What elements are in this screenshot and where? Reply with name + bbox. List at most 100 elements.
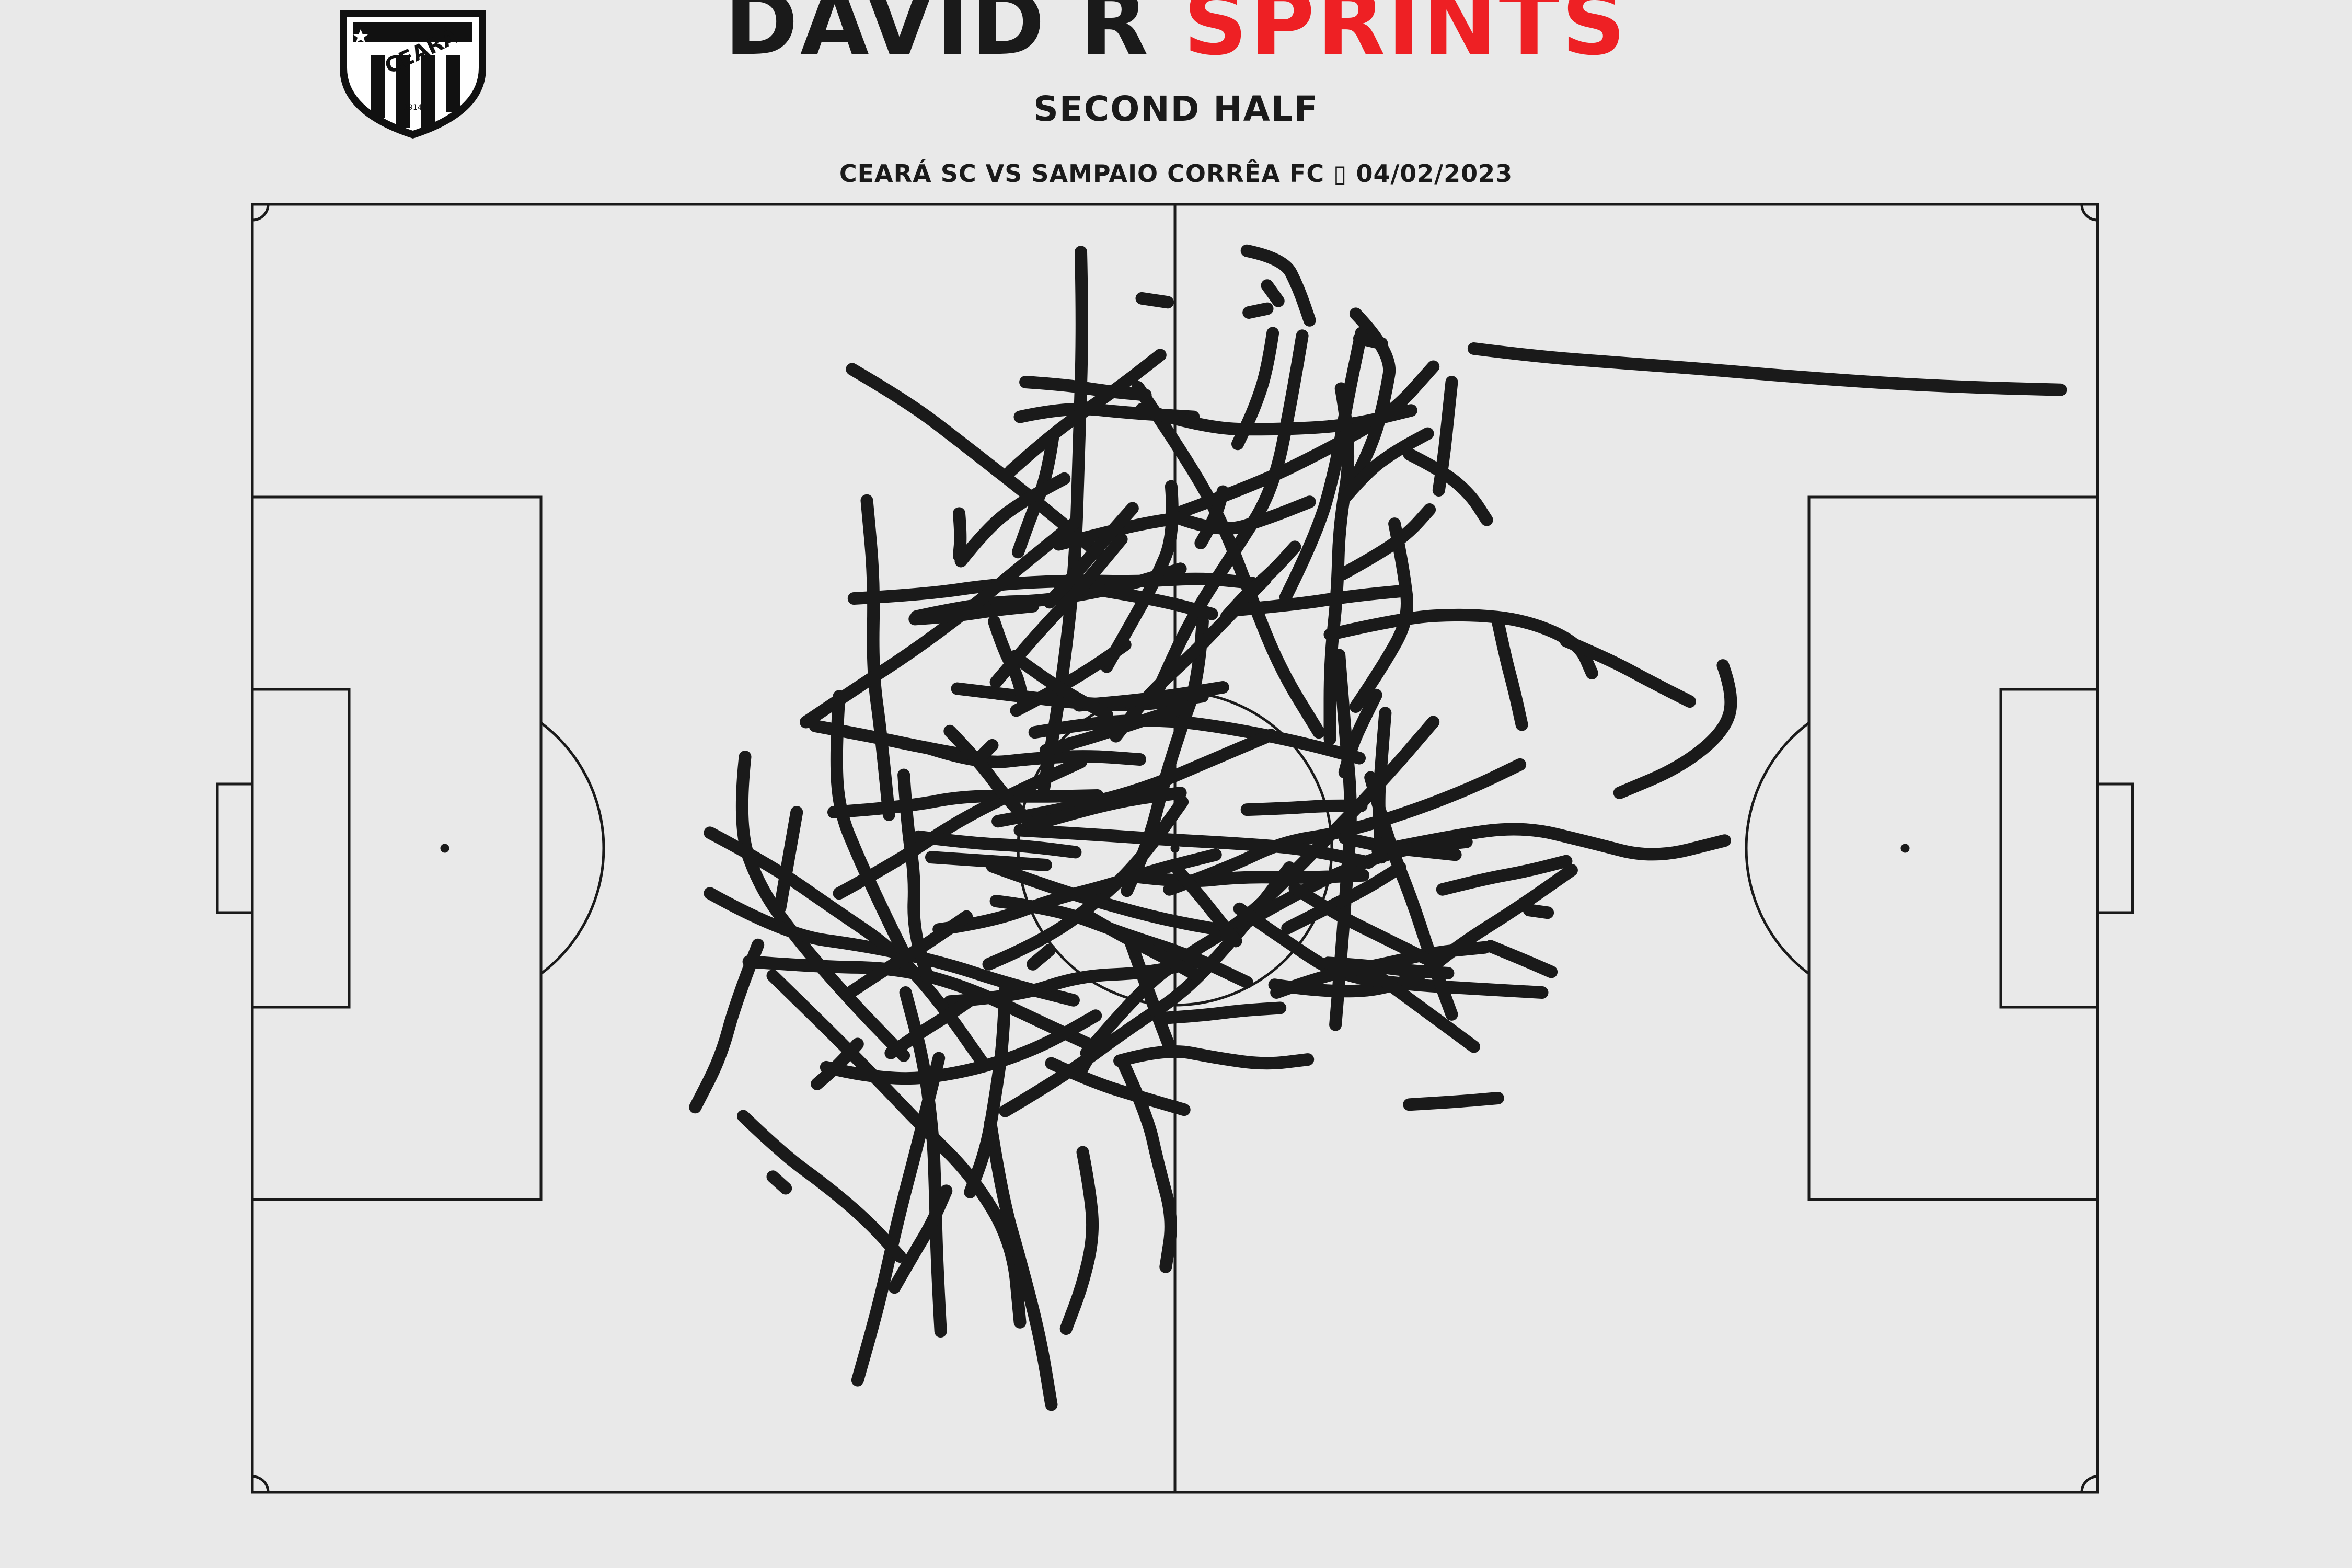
sprint-track-37	[704, 826, 989, 1070]
corner-arc-tl	[252, 204, 270, 222]
sprint-track-57	[964, 984, 1012, 1198]
sprint-track-30	[1121, 615, 1209, 897]
corner-arc-br	[2080, 1475, 2098, 1493]
sprint-track-117	[766, 1170, 792, 1195]
sprint-track-17	[1371, 823, 1731, 861]
sprint-track-88	[1073, 681, 1229, 712]
sprint-track-69	[1229, 584, 1412, 617]
sprint-track-38	[1279, 327, 1368, 604]
sprint-track-65	[809, 719, 989, 765]
left-penalty-spot	[440, 844, 449, 853]
sprint-track-93	[774, 806, 803, 914]
sprint-track-89	[888, 1184, 953, 1294]
sprint-track-3	[1037, 246, 1088, 794]
sprint-track-83	[1368, 967, 1480, 1053]
sprint-track-95	[1154, 1001, 1287, 1025]
right-penalty-arc	[1745, 722, 1810, 975]
corner-arc-tr	[2080, 204, 2098, 222]
sprint-track-116	[811, 1037, 864, 1090]
sprint-track-26	[1613, 659, 1737, 799]
right-penalty-area	[1807, 495, 2099, 1201]
sprint-track-100	[988, 615, 1030, 712]
sprint-track-47	[1323, 382, 1355, 745]
sprint-track-121	[1135, 292, 1174, 309]
pitch-markings	[216, 203, 2134, 1494]
sprint-track-64	[846, 910, 973, 998]
sprint-track-91	[1436, 855, 1573, 896]
sprint-track-111	[1484, 940, 1558, 978]
sprint-track-101	[1322, 956, 1455, 979]
sprint-track-60	[1117, 1057, 1177, 1273]
sprint-track-94	[908, 599, 1040, 626]
page-title: DAVID R SPRINTS	[0, 0, 2352, 68]
left-six-yard-box	[251, 688, 351, 1009]
sprint-track-97	[1240, 799, 1368, 816]
sprint-track-59	[737, 1110, 906, 1263]
sprint-track-16	[991, 729, 1277, 828]
sprint-track-49	[932, 848, 1222, 936]
sprint-track-61	[897, 768, 934, 985]
sprint-track-90	[1078, 907, 1204, 982]
sprint-track-123	[1523, 904, 1554, 919]
right-goal	[2096, 782, 2134, 914]
sprint-track-2	[846, 363, 1110, 564]
club-crest-logo: CEARÁ 1914	[340, 10, 486, 139]
sprint-track-34	[1059, 1146, 1099, 1335]
sprint-track-4	[860, 494, 895, 821]
sprint-track-107	[1242, 302, 1274, 319]
sprint-track-85	[1491, 615, 1528, 731]
sprint-track-32	[851, 1052, 946, 1387]
sprint-track-103	[1172, 865, 1242, 948]
sprint-track-84	[1043, 502, 1139, 609]
sprint-track-11	[735, 751, 910, 1062]
sprint-track-52	[1119, 869, 1370, 887]
sprint-track-81	[1560, 635, 1696, 708]
sprint-track-87	[1019, 376, 1152, 401]
sprint-track-92	[1089, 583, 1218, 620]
right-six-yard-box	[1999, 688, 2099, 1009]
sprint-track-102	[1220, 540, 1301, 623]
sprint-tracks	[689, 244, 2067, 1411]
sprint-track-20	[820, 1009, 1102, 1085]
sprint-track-113	[1338, 427, 1434, 504]
sprint-track-78	[1288, 882, 1431, 964]
sprint-track-31	[1194, 485, 1229, 549]
sprint-track-74	[1039, 700, 1193, 757]
sprint-track-27	[847, 572, 1259, 605]
sprint-track-46	[986, 860, 1239, 939]
sprint-track-41	[1013, 824, 1375, 869]
player-name: DAVID R	[724, 0, 1151, 75]
sprint-track-10	[1163, 758, 1527, 896]
match-info: CEARÁ SC VS SAMPAIO CORRÊA FC ▯ 04/02/20…	[839, 159, 1513, 188]
sprint-track-115	[953, 507, 967, 562]
sprint-track-50	[830, 690, 912, 963]
sprint-track-120	[1027, 943, 1056, 971]
sprint-track-67	[1113, 1045, 1315, 1070]
corner-arc-bl	[252, 1475, 270, 1493]
sprint-track-108	[1336, 503, 1436, 581]
sprint-track-73	[1432, 376, 1458, 497]
sprint-track-70	[1231, 327, 1279, 451]
sprint-track-12	[1028, 714, 1366, 765]
sprint-track-13	[1132, 381, 1325, 739]
sprint-track-76	[1281, 861, 1406, 935]
sprint-track-39	[827, 789, 1104, 818]
sprint-track-99	[1008, 650, 1113, 721]
left-penalty-arc	[540, 722, 605, 975]
sprint-track-96	[925, 851, 1052, 871]
sprint-track-98	[884, 988, 984, 1059]
sprint-track-106	[1261, 279, 1285, 307]
sprint-track-109	[1338, 688, 1382, 779]
sprint-track-40	[1004, 349, 1167, 477]
sprint-track-110	[1338, 832, 1462, 861]
sprint-track-79	[1045, 1057, 1191, 1116]
sprint-track-112	[1403, 1092, 1504, 1111]
sprint-track-114	[1403, 448, 1493, 526]
sprint-track-105	[1240, 244, 1316, 327]
left-penalty-area	[251, 495, 543, 1201]
left-goal	[216, 782, 254, 914]
sprint-track-86	[1027, 787, 1187, 832]
sprint-track-18	[833, 755, 1087, 900]
sprint-track-48	[1167, 495, 1316, 535]
